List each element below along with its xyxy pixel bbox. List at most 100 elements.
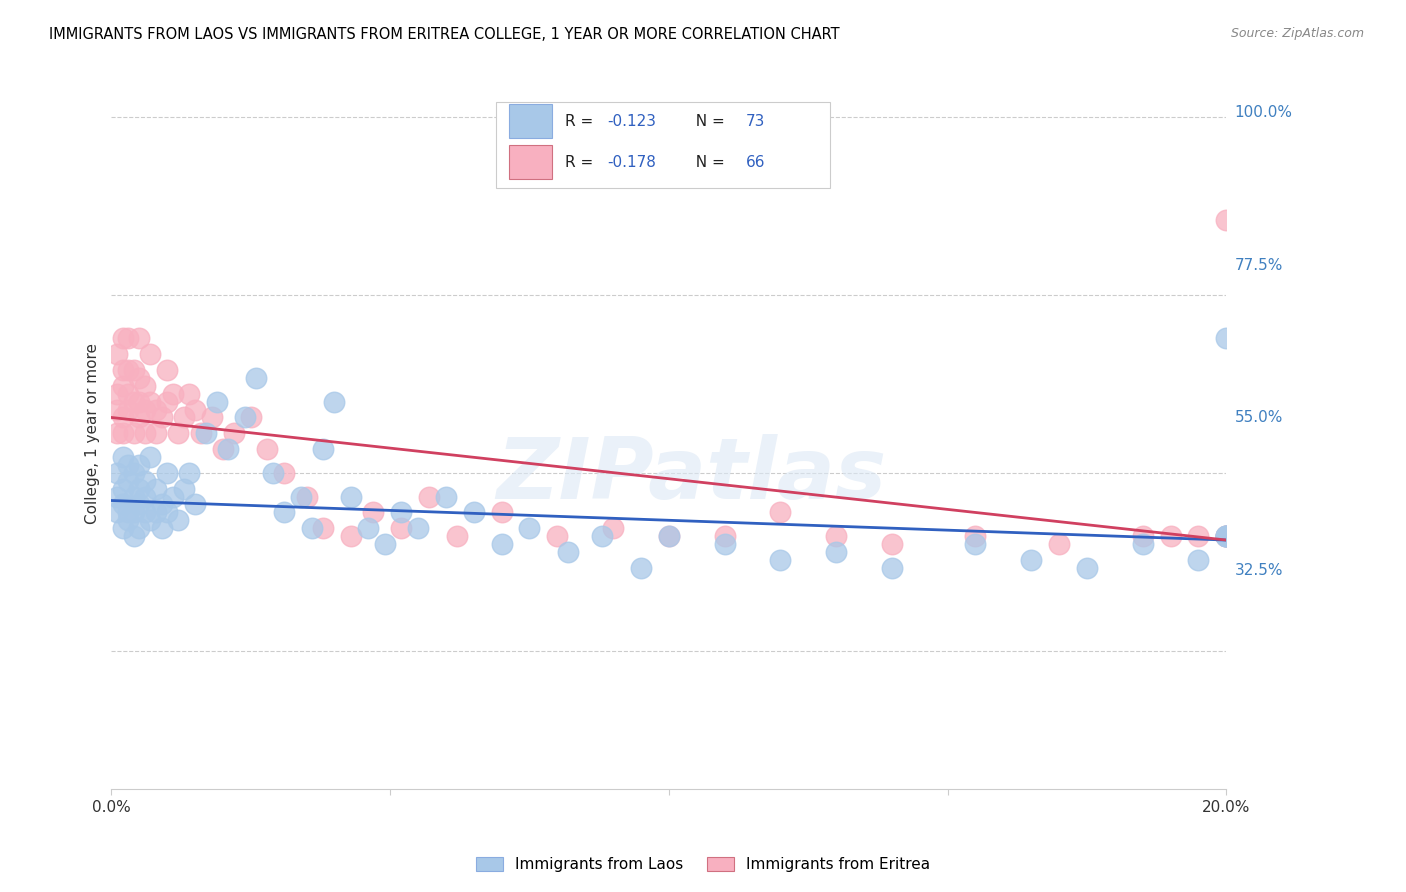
Point (519, 521, 541, 535)
Point (179, 466, 201, 480)
Point (1076, 560, 1098, 574)
Point (323, 394, 346, 409)
Point (295, 490, 318, 504)
Point (179, 386, 201, 401)
Point (222, 426, 245, 441)
Point (111, 482, 134, 496)
Point (105, 505, 128, 519)
Point (1215, 529, 1237, 543)
Point (139, 450, 162, 464)
Text: R =: R = (565, 113, 599, 128)
Point (128, 331, 150, 345)
Text: -0.178: -0.178 (607, 154, 657, 169)
Point (340, 490, 363, 504)
Point (239, 410, 262, 425)
Point (117, 386, 139, 401)
Point (825, 529, 848, 543)
Point (273, 466, 295, 480)
Point (1047, 537, 1070, 551)
FancyBboxPatch shape (509, 145, 551, 179)
Point (122, 505, 145, 519)
Text: N =: N = (686, 113, 730, 128)
Text: ZIPatlas: ZIPatlas (496, 434, 886, 517)
Point (1160, 529, 1182, 543)
Point (111, 521, 134, 535)
Point (111, 450, 134, 464)
Point (156, 394, 179, 409)
Text: 73: 73 (745, 113, 765, 128)
Point (139, 513, 162, 527)
Point (434, 490, 457, 504)
Point (463, 505, 485, 519)
Point (139, 347, 162, 361)
Point (602, 521, 624, 535)
Point (406, 521, 429, 535)
Point (117, 363, 139, 377)
Point (1215, 529, 1237, 543)
Point (880, 537, 903, 551)
Point (340, 529, 363, 543)
Point (162, 490, 184, 504)
Point (156, 466, 179, 480)
Point (122, 490, 145, 504)
Point (769, 505, 792, 519)
Point (150, 521, 173, 535)
Point (880, 560, 903, 574)
Text: Source: ZipAtlas.com: Source: ZipAtlas.com (1230, 27, 1364, 40)
Point (312, 521, 335, 535)
Point (128, 498, 150, 512)
Text: -0.123: -0.123 (607, 113, 657, 128)
Point (128, 521, 150, 535)
Point (374, 537, 396, 551)
Point (591, 529, 613, 543)
Point (117, 505, 139, 519)
Point (128, 482, 150, 496)
Point (1215, 529, 1237, 543)
Point (150, 498, 173, 512)
Text: N =: N = (686, 154, 730, 169)
Point (156, 363, 179, 377)
FancyBboxPatch shape (496, 103, 831, 187)
Text: R =: R = (565, 154, 599, 169)
Point (491, 505, 513, 519)
Point (105, 402, 128, 417)
Point (145, 482, 167, 496)
Point (546, 529, 568, 543)
Point (1215, 529, 1237, 543)
Point (111, 498, 134, 512)
Point (122, 426, 145, 441)
Point (105, 490, 128, 504)
Point (301, 521, 323, 535)
Point (117, 458, 139, 472)
Point (363, 505, 385, 519)
Point (139, 394, 162, 409)
Point (167, 513, 190, 527)
Point (418, 490, 440, 504)
Point (658, 529, 681, 543)
Point (965, 537, 987, 551)
Point (233, 410, 256, 425)
Point (134, 379, 156, 393)
Point (162, 386, 184, 401)
Point (134, 426, 156, 441)
Point (134, 505, 156, 519)
Point (111, 363, 134, 377)
Point (312, 442, 335, 456)
Point (122, 394, 145, 409)
Point (769, 553, 792, 567)
Point (557, 545, 579, 559)
Point (122, 363, 145, 377)
Point (111, 410, 134, 425)
Point (446, 529, 468, 543)
Point (630, 560, 652, 574)
Point (150, 410, 173, 425)
Point (105, 386, 128, 401)
Point (128, 410, 150, 425)
Point (1187, 553, 1209, 567)
Point (207, 394, 229, 409)
FancyBboxPatch shape (509, 104, 551, 138)
Point (105, 466, 128, 480)
Text: 66: 66 (745, 154, 765, 169)
Y-axis label: College, 1 year or more: College, 1 year or more (86, 343, 100, 524)
Point (1132, 537, 1154, 551)
